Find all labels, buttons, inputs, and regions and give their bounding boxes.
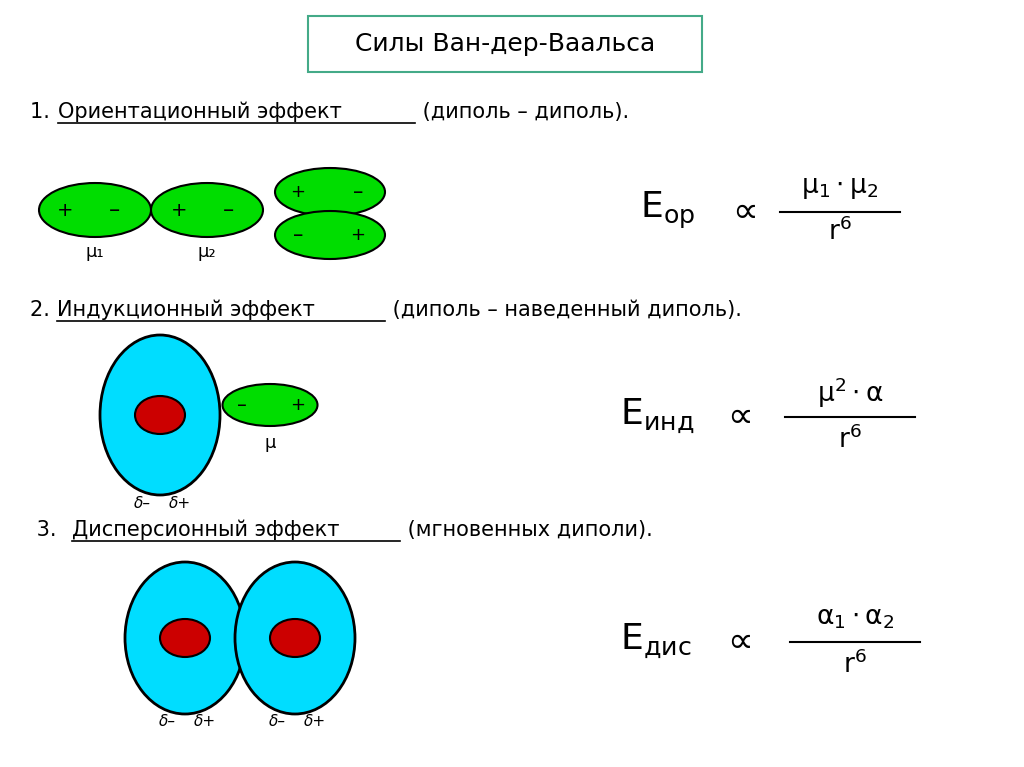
Text: μ₁: μ₁ <box>86 243 104 261</box>
Text: –: – <box>223 200 234 220</box>
Text: 2.: 2. <box>30 300 56 320</box>
Text: $\mathregular{E_{дис}}$: $\mathregular{E_{дис}}$ <box>620 621 691 659</box>
Text: –: – <box>238 396 247 414</box>
Ellipse shape <box>100 335 220 495</box>
Text: $\mathregular{E_{инд}}$: $\mathregular{E_{инд}}$ <box>620 396 694 434</box>
Text: $\propto$: $\propto$ <box>720 398 751 432</box>
Text: +: + <box>291 396 305 414</box>
Text: 1.: 1. <box>30 102 56 122</box>
Ellipse shape <box>234 562 355 714</box>
Ellipse shape <box>39 183 151 237</box>
Text: $\propto$: $\propto$ <box>720 623 751 657</box>
Text: (диполь – наведенный диполь).: (диполь – наведенный диполь). <box>386 300 741 320</box>
Text: $\mathregular{E_{ор}}$: $\mathregular{E_{ор}}$ <box>640 189 695 231</box>
Ellipse shape <box>125 562 245 714</box>
Text: 3.: 3. <box>30 520 63 540</box>
Ellipse shape <box>151 183 263 237</box>
Text: +: + <box>350 226 366 244</box>
Text: $\propto$: $\propto$ <box>725 193 756 227</box>
Text: δ+: δ+ <box>169 495 191 511</box>
Text: (мгновенных диполи).: (мгновенных диполи). <box>401 520 652 540</box>
Ellipse shape <box>275 168 385 216</box>
Text: δ–: δ– <box>268 715 286 729</box>
Ellipse shape <box>222 384 317 426</box>
Text: δ+: δ+ <box>194 715 216 729</box>
FancyBboxPatch shape <box>308 16 702 72</box>
Text: δ–: δ– <box>133 495 151 511</box>
Ellipse shape <box>275 211 385 259</box>
Text: δ+: δ+ <box>304 715 326 729</box>
Ellipse shape <box>270 619 319 657</box>
Text: μ: μ <box>264 434 275 452</box>
Text: $\mathregular{r^6}$: $\mathregular{r^6}$ <box>843 650 867 680</box>
Text: –: – <box>293 225 303 245</box>
Text: Дисперсионный эффект: Дисперсионный эффект <box>72 520 340 540</box>
Text: +: + <box>291 183 305 201</box>
Text: $\mathregular{\mu^2 \cdot \alpha}$: $\mathregular{\mu^2 \cdot \alpha}$ <box>817 376 883 410</box>
Text: –: – <box>110 200 121 220</box>
Text: μ₂: μ₂ <box>198 243 216 261</box>
Ellipse shape <box>160 619 210 657</box>
Text: +: + <box>56 200 74 219</box>
Text: $\mathregular{\mu_1 \cdot \mu_2}$: $\mathregular{\mu_1 \cdot \mu_2}$ <box>802 175 879 201</box>
Text: –: – <box>353 182 364 202</box>
Ellipse shape <box>135 396 185 434</box>
Text: +: + <box>171 200 187 219</box>
Text: $\mathregular{r^6}$: $\mathregular{r^6}$ <box>838 426 862 454</box>
Text: (диполь – диполь).: (диполь – диполь). <box>416 102 629 122</box>
Text: δ–: δ– <box>159 715 175 729</box>
Text: Ориентационный эффект: Ориентационный эффект <box>58 102 342 122</box>
Text: Силы Ван-дер-Ваальса: Силы Ван-дер-Ваальса <box>355 32 655 56</box>
Text: $\mathregular{r^6}$: $\mathregular{r^6}$ <box>828 218 852 246</box>
Text: $\mathregular{\alpha_1 \cdot \alpha_2}$: $\mathregular{\alpha_1 \cdot \alpha_2}$ <box>816 605 894 631</box>
Text: Индукционный эффект: Индукционный эффект <box>57 300 314 321</box>
